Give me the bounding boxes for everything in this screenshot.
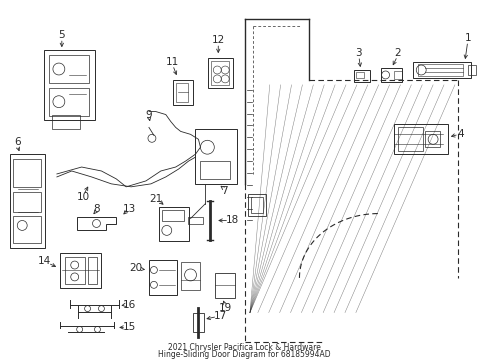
Bar xyxy=(425,131,439,147)
Text: 14: 14 xyxy=(37,256,51,266)
Bar xyxy=(192,312,204,332)
Text: 21: 21 xyxy=(149,194,162,204)
Bar xyxy=(13,159,41,187)
Bar xyxy=(195,129,237,184)
Bar xyxy=(394,71,402,79)
Text: 12: 12 xyxy=(211,35,224,45)
Text: 5: 5 xyxy=(59,30,65,40)
Text: 9: 9 xyxy=(145,109,152,120)
Bar xyxy=(65,257,84,284)
Bar xyxy=(159,207,188,241)
Text: 4: 4 xyxy=(457,129,463,139)
Bar xyxy=(180,262,200,290)
Text: 11: 11 xyxy=(166,57,179,67)
Bar xyxy=(247,194,265,216)
Bar xyxy=(250,197,262,212)
Text: 17: 17 xyxy=(213,311,226,320)
Text: 8: 8 xyxy=(93,204,100,213)
Bar xyxy=(87,257,97,284)
Bar xyxy=(52,114,80,129)
Bar xyxy=(211,61,229,85)
Text: 13: 13 xyxy=(122,204,136,213)
Bar xyxy=(215,273,235,298)
Bar xyxy=(398,127,422,151)
Bar xyxy=(162,210,183,221)
Bar xyxy=(355,72,363,78)
Bar xyxy=(49,55,88,83)
Bar xyxy=(175,83,187,102)
Bar xyxy=(412,62,470,78)
Text: 18: 18 xyxy=(225,216,238,225)
Text: 3: 3 xyxy=(355,48,362,58)
Bar xyxy=(10,154,45,248)
Bar xyxy=(13,192,41,212)
Text: 19: 19 xyxy=(218,303,231,312)
Text: 1: 1 xyxy=(464,33,470,43)
Bar xyxy=(60,253,101,288)
Bar xyxy=(172,80,192,105)
Bar xyxy=(149,260,176,295)
Text: 2: 2 xyxy=(393,48,400,58)
Text: 6: 6 xyxy=(14,137,20,147)
Bar xyxy=(208,58,233,88)
Bar xyxy=(393,125,447,154)
Bar xyxy=(49,88,88,116)
Text: 15: 15 xyxy=(122,323,136,332)
Text: Hinge-Sliding Door Diagram for 68185994AD: Hinge-Sliding Door Diagram for 68185994A… xyxy=(157,350,329,359)
Text: 20: 20 xyxy=(129,263,142,273)
Bar xyxy=(417,64,462,76)
Text: 10: 10 xyxy=(77,192,90,202)
Bar xyxy=(353,70,369,82)
Text: 16: 16 xyxy=(122,300,136,310)
Text: 7: 7 xyxy=(221,186,227,196)
Bar xyxy=(200,161,230,179)
Bar xyxy=(44,50,95,120)
Bar xyxy=(380,68,402,82)
Text: 2021 Chrysler Pacifica Lock & Hardware: 2021 Chrysler Pacifica Lock & Hardware xyxy=(167,343,320,352)
Bar xyxy=(187,216,203,224)
Bar xyxy=(467,65,475,75)
Bar xyxy=(13,216,41,243)
